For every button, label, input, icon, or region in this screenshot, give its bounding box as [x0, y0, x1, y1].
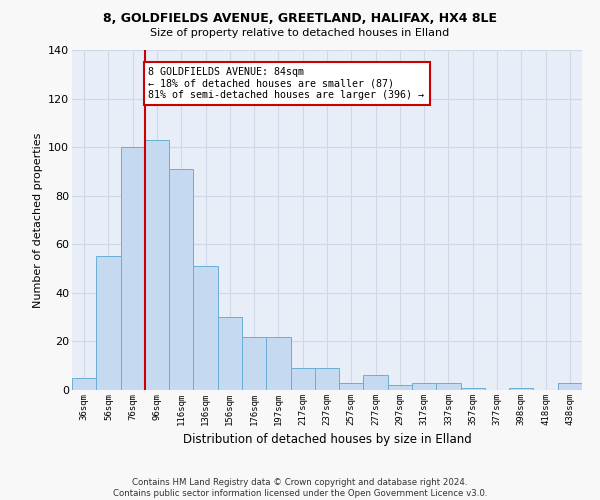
Bar: [388, 385, 412, 390]
Bar: [193, 266, 218, 390]
Bar: [461, 388, 485, 390]
Text: Size of property relative to detached houses in Elland: Size of property relative to detached ho…: [151, 28, 449, 38]
Bar: [72, 378, 96, 390]
Bar: [96, 256, 121, 390]
Bar: [145, 140, 169, 390]
Bar: [412, 382, 436, 390]
Bar: [266, 336, 290, 390]
Bar: [169, 169, 193, 390]
Text: 8, GOLDFIELDS AVENUE, GREETLAND, HALIFAX, HX4 8LE: 8, GOLDFIELDS AVENUE, GREETLAND, HALIFAX…: [103, 12, 497, 26]
Bar: [364, 376, 388, 390]
Bar: [558, 382, 582, 390]
X-axis label: Distribution of detached houses by size in Elland: Distribution of detached houses by size …: [182, 434, 472, 446]
Bar: [315, 368, 339, 390]
Bar: [339, 382, 364, 390]
Bar: [436, 382, 461, 390]
Bar: [242, 336, 266, 390]
Bar: [121, 147, 145, 390]
Text: Contains HM Land Registry data © Crown copyright and database right 2024.
Contai: Contains HM Land Registry data © Crown c…: [113, 478, 487, 498]
Bar: [509, 388, 533, 390]
Text: 8 GOLDFIELDS AVENUE: 84sqm
← 18% of detached houses are smaller (87)
81% of semi: 8 GOLDFIELDS AVENUE: 84sqm ← 18% of deta…: [149, 67, 425, 100]
Y-axis label: Number of detached properties: Number of detached properties: [32, 132, 43, 308]
Bar: [218, 317, 242, 390]
Bar: [290, 368, 315, 390]
